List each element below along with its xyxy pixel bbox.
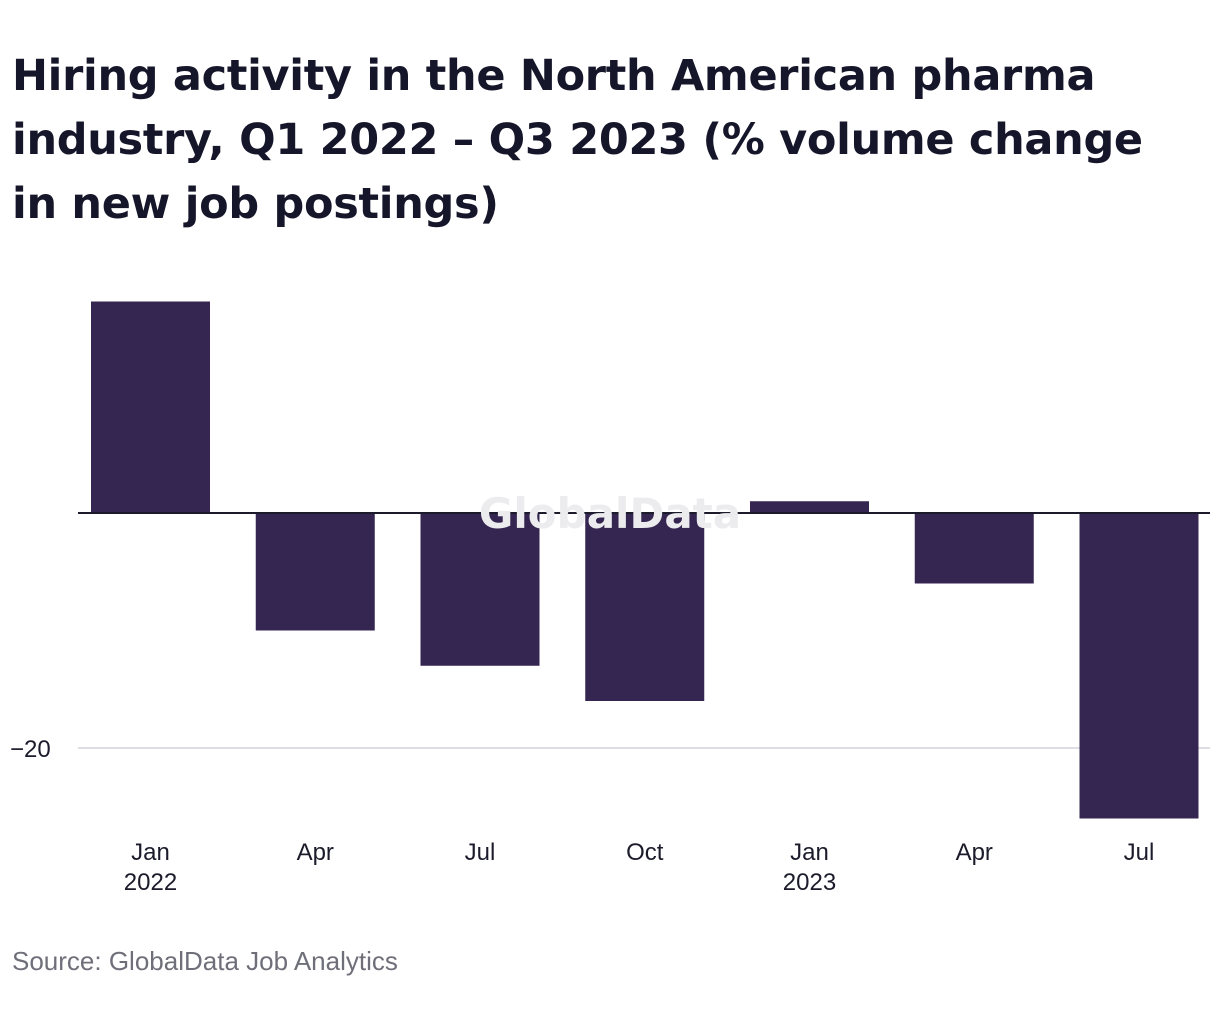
x-axis-ticks: Jan 2022 Apr Jul Oct Jan 2023 Apr Jul: [124, 839, 1155, 896]
x-tick-label: Apr: [956, 839, 993, 866]
x-tick-year-label: 2023: [783, 869, 836, 896]
bars: [91, 301, 1199, 819]
source-note: Source: GlobalData Job Analytics: [12, 946, 398, 976]
bar: [420, 513, 540, 666]
x-tick-label: Oct: [626, 839, 664, 866]
x-tick-label: Jul: [1124, 839, 1155, 866]
x-tick-label: Jan: [131, 839, 170, 866]
bar: [750, 501, 869, 513]
bar: [585, 513, 705, 701]
bar: [255, 513, 375, 631]
x-tick-label: Jan: [790, 839, 829, 866]
y-tick-label: −20: [10, 736, 51, 763]
x-tick-year-label: 2022: [124, 869, 177, 896]
y-axis-ticks: −20: [10, 736, 51, 763]
x-tick-label: Apr: [297, 839, 334, 866]
x-tick-label: Jul: [465, 839, 496, 866]
chart-title: Hiring activity in the North American ph…: [12, 51, 1143, 229]
watermark-logo: GlobalData: [479, 489, 741, 538]
bar: [91, 301, 210, 513]
bar: [914, 513, 1034, 584]
bar: [1079, 513, 1199, 819]
